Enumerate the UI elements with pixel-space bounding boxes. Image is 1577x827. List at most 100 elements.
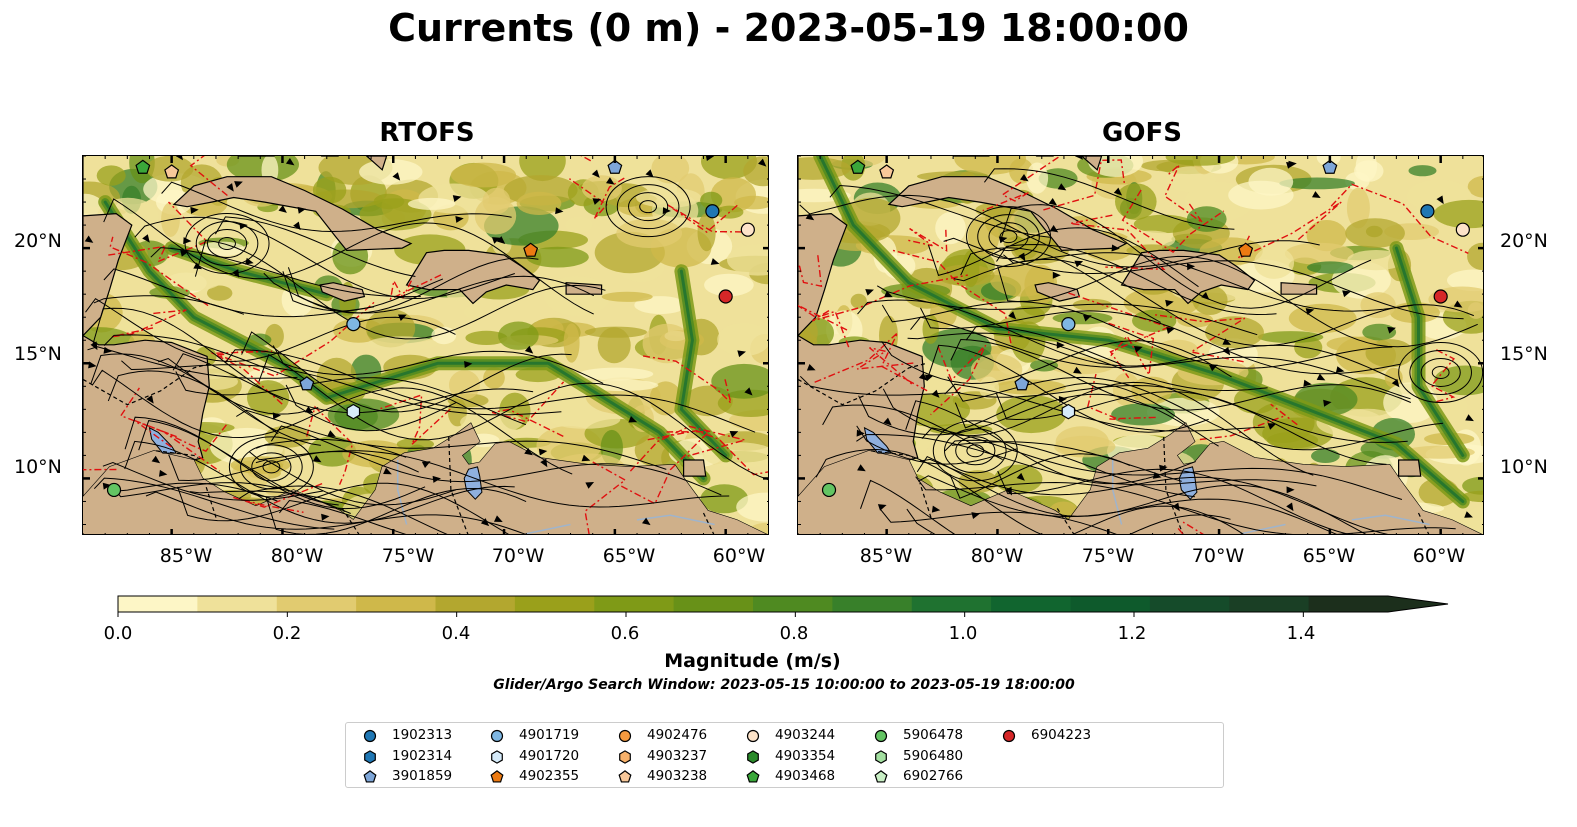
flow-arrowhead (606, 177, 615, 185)
eez-boundary (306, 405, 354, 485)
circle-marker-icon (618, 729, 632, 743)
flow-arrowhead (1316, 373, 1326, 381)
legend-label: 4901719 (519, 727, 580, 743)
streamline (175, 371, 526, 426)
magnitude-patch (1165, 156, 1236, 166)
colorbar-tick-0: 0.0 (103, 623, 133, 644)
pentagon-marker-icon (874, 770, 888, 783)
flow-arrowhead (931, 389, 940, 398)
current-jet (1394, 246, 1465, 457)
flow-arrowhead (1005, 486, 1013, 496)
eez-boundary (620, 430, 711, 505)
flow-arrowhead (304, 406, 314, 414)
flow-arrowhead (1286, 486, 1295, 494)
river (1111, 460, 1123, 525)
float-marker-6904223 (1433, 289, 1448, 304)
flow-arrowhead (146, 395, 154, 404)
flow-arrowhead (158, 469, 168, 477)
flow-arrowhead (239, 222, 248, 230)
eez-boundary (1199, 403, 1299, 441)
streamline (858, 393, 1219, 447)
flow-arrowhead (971, 512, 980, 519)
flow-arrowhead (1323, 399, 1332, 407)
magnitude-patch (996, 395, 1067, 434)
eddy-streamline (966, 206, 1052, 268)
lon-label-70w-left: 70°W (491, 545, 545, 567)
magnitude-patch (651, 156, 690, 184)
flow-arrowhead (88, 361, 97, 369)
streamline (189, 490, 360, 508)
flow-arrowhead (884, 290, 893, 298)
country-border (919, 482, 932, 518)
streamline (944, 439, 1195, 498)
legend-marker (364, 749, 376, 764)
eez-boundary (110, 309, 187, 338)
flow-arrowhead (327, 430, 336, 437)
legend-label: 4903237 (647, 747, 708, 764)
land-bahamas2 (1080, 156, 1103, 171)
magnitude-patch (634, 296, 687, 315)
magnitude-patch (230, 456, 291, 474)
lon-label-85w-left: 85°W (159, 545, 213, 567)
circle-marker-icon (490, 729, 504, 743)
flow-arrowhead (1186, 263, 1196, 271)
eez-boundary (641, 355, 733, 406)
flow-arrowhead (1222, 338, 1232, 345)
flow-arrowhead (321, 513, 330, 521)
magnitude-patch (463, 305, 483, 319)
magnitude-patch (1467, 242, 1483, 270)
magnitude-patch (1467, 175, 1483, 198)
colorbar-bin (1308, 596, 1389, 612)
magnitude-patch (465, 330, 508, 345)
flow-arrowhead (293, 221, 301, 231)
land-trinidad (1397, 459, 1422, 477)
legend-label: 1902313 (392, 727, 453, 743)
eddy-streamline (262, 460, 281, 474)
flow-arrowhead (931, 505, 941, 513)
streamline (168, 450, 419, 482)
colorbar-tick-5: 1.0 (948, 623, 978, 644)
legend-marker (618, 729, 632, 743)
flow-arrowhead (102, 482, 112, 490)
flow-arrowhead (90, 341, 98, 351)
magnitude-patch (1111, 403, 1175, 426)
flow-arrowhead (398, 314, 407, 321)
magnitude-patch (498, 321, 539, 350)
streamline (815, 448, 1042, 534)
magnitude-patch (585, 379, 659, 392)
land-cuba (172, 176, 413, 252)
float-marker-3901859 (1322, 159, 1338, 174)
magnitude-patch (516, 191, 562, 215)
streamline (983, 168, 1235, 230)
streamline (947, 376, 1408, 443)
colorbar-label: Magnitude (m/s) (664, 650, 841, 672)
streamline (194, 239, 606, 340)
pentagon-marker-icon (363, 770, 377, 783)
search-window-note: Glider/Argo Search Window: 2023-05-15 10… (493, 677, 1075, 693)
streamline (856, 433, 1317, 487)
eez-boundary (798, 255, 823, 288)
flow-arrowhead (1008, 311, 1017, 320)
flow-arrowhead (1049, 225, 1059, 233)
streamline (258, 353, 768, 481)
magnitude-patch (1186, 206, 1227, 232)
magnitude-patch (1347, 250, 1406, 271)
lon-label-75w-right: 75°W (1081, 545, 1135, 567)
eddy-streamline (605, 176, 691, 238)
legend-label: 4902476 (647, 727, 708, 743)
float-marker-3901859 (607, 159, 623, 174)
eddy-streamline (988, 222, 1029, 252)
flow-arrowhead (234, 181, 243, 188)
flow-arrowhead (591, 169, 600, 178)
legend-marker (746, 770, 760, 783)
streamline (103, 334, 305, 382)
magnitude-patch (597, 327, 631, 364)
river (396, 460, 408, 525)
float-marker-1902313 (1420, 204, 1435, 219)
magnitude-patch (1131, 376, 1173, 405)
legend-label: 6904223 (1031, 727, 1092, 743)
flow-arrowhead (555, 207, 564, 215)
streamline (161, 181, 512, 233)
legend-marker (363, 770, 377, 783)
flow-arrowhead (421, 461, 431, 469)
